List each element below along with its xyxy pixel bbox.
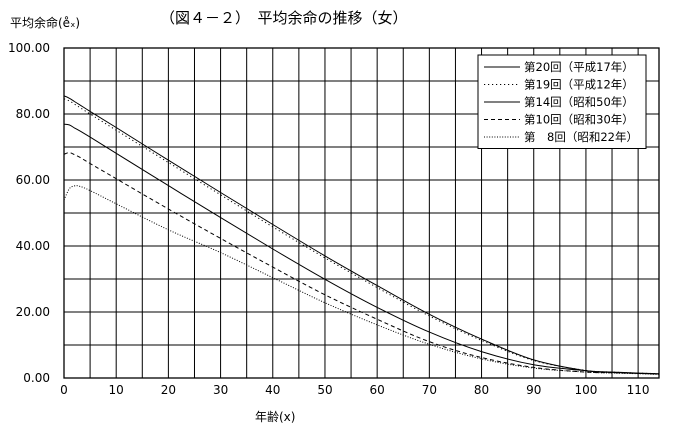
x-tick-label: 30 — [213, 383, 228, 397]
grid — [63, 47, 660, 379]
x-tick-label: 0 — [60, 383, 68, 397]
x-tick-label: 90 — [526, 383, 541, 397]
y-tick-label: 40.00 — [16, 239, 50, 253]
legend-entry-2: 第14回（昭和50年） — [524, 95, 634, 109]
series-line-2 — [63, 123, 660, 375]
x-axis-label: 年齢(x) — [255, 409, 295, 424]
x-tick-label: 40 — [265, 383, 280, 397]
legend-entry-0: 第20回（平成17年） — [524, 60, 634, 74]
legend-entry-1: 第19回（平成12年） — [524, 78, 634, 92]
tick-labels: 0 10 20 30 40 50 60 70 80 90 100 110 0.00 20.00 40.00 6… — [8, 41, 650, 397]
x-tick-label: 60 — [370, 383, 385, 397]
legend-entry-4: 第 8回（昭和22年） — [524, 130, 638, 144]
x-tick-label: 10 — [109, 383, 124, 397]
y-axis-label: 平均余命(e̊ₓ) — [10, 15, 80, 30]
legend: 第20回（平成17年） 第19回（平成12年） 第14回（昭和50年） 第10回（昭和… — [477, 54, 647, 149]
y-tick-label: 0.00 — [23, 371, 50, 385]
y-tick-label: 20.00 — [16, 305, 50, 319]
series-line-4 — [63, 185, 660, 375]
y-tick-label: 60.00 — [16, 173, 50, 187]
y-tick-label: 100.00 — [8, 41, 50, 55]
series-line-3 — [63, 152, 660, 375]
y-tick-label: 80.00 — [16, 107, 50, 121]
x-tick-label: 20 — [161, 383, 176, 397]
x-tick-label: 50 — [317, 383, 332, 397]
legend-entry-3: 第10回（昭和30年） — [524, 113, 634, 127]
x-tick-label: 80 — [474, 383, 489, 397]
x-tick-label: 100 — [574, 383, 597, 397]
plot-frame — [63, 47, 660, 379]
chart-title: （図４－２） 平均余命の推移（女） — [160, 9, 408, 27]
x-tick-label: 70 — [422, 383, 437, 397]
x-tick-label: 110 — [627, 383, 650, 397]
series-lines — [63, 95, 660, 375]
